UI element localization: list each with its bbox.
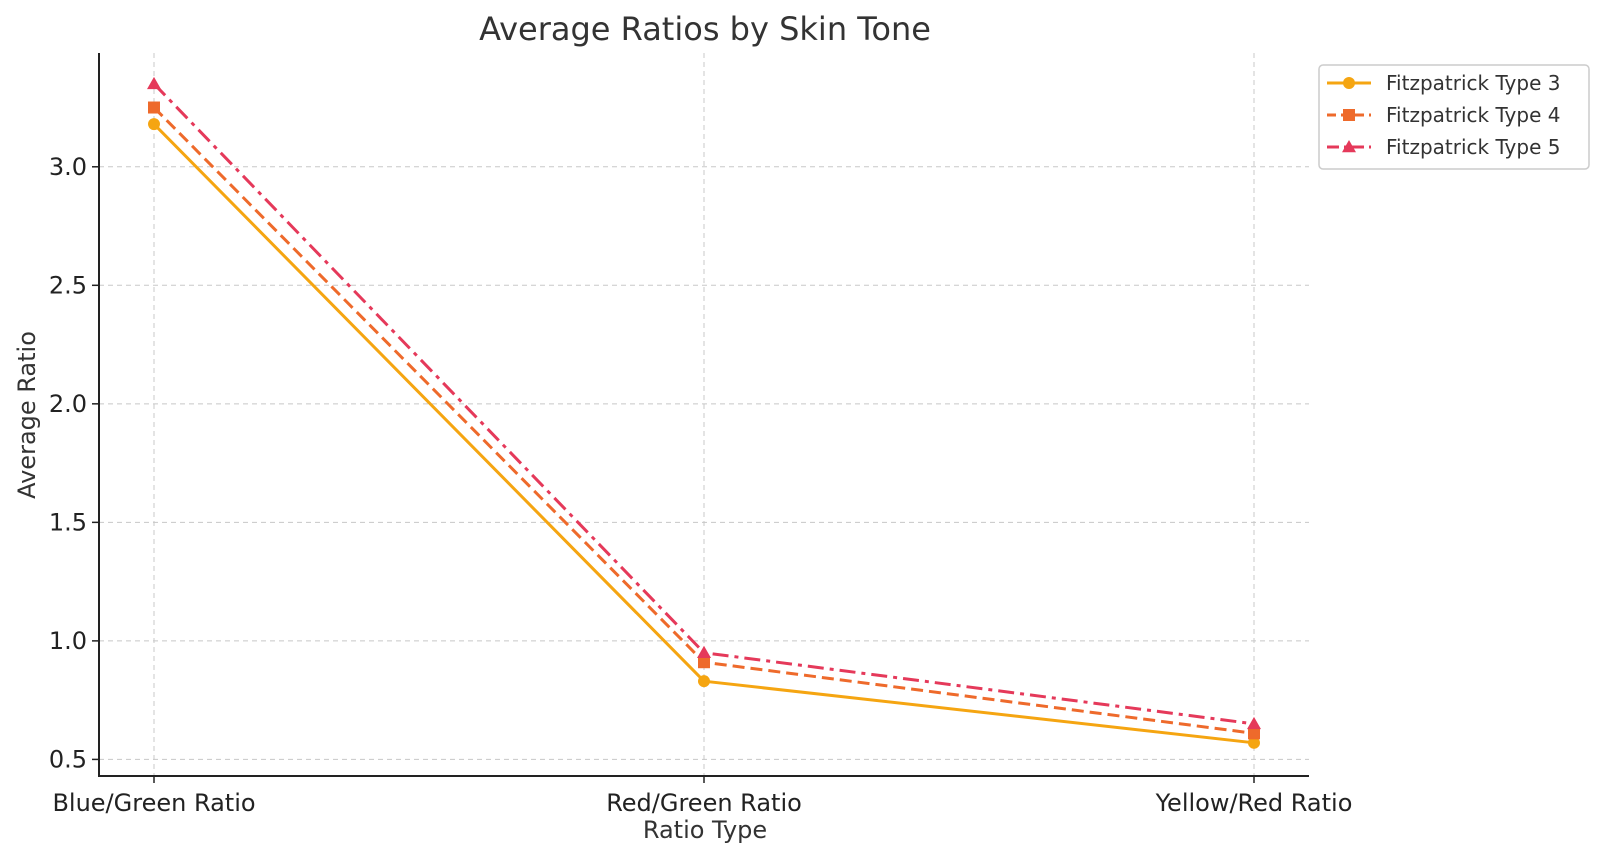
legend: Fitzpatrick Type 3 Fitzpatrick Type 4 Fitz… <box>1318 64 1590 170</box>
data-point <box>698 675 710 688</box>
legend-item: Fitzpatrick Type 5 <box>1327 135 1560 159</box>
legend-item: Fitzpatrick Type 4 <box>1327 103 1560 127</box>
legend-label: Fitzpatrick Type 5 <box>1386 135 1560 159</box>
y-tick-label: 1.0 <box>49 627 87 655</box>
y-tick-label: 0.5 <box>49 745 87 773</box>
x-tick-label: Blue/Green Ratio <box>52 789 255 817</box>
series-3 <box>147 76 1261 730</box>
series-1 <box>148 118 1260 749</box>
x-axis-label: Ratio Type <box>643 816 767 844</box>
legend-marker <box>1343 77 1355 89</box>
series-2 <box>148 101 1260 740</box>
data-point <box>697 645 711 658</box>
legend-marker <box>1342 140 1356 153</box>
data-point <box>148 101 160 114</box>
y-tick-label: 2.0 <box>49 390 87 418</box>
data-point <box>148 118 160 131</box>
data-point <box>698 656 710 669</box>
x-tick-label: Red/Green Ratio <box>606 789 802 817</box>
legend-label: Fitzpatrick Type 3 <box>1386 71 1560 95</box>
series-layer <box>147 76 1261 749</box>
grid-layer <box>99 53 1309 776</box>
chart-title: Average Ratios by Skin Tone <box>479 10 931 48</box>
axes-layer: 0.5 1.0 1.5 2.0 2.5 3.0 Blue/Green Ratio Red/Gr… <box>49 53 1353 817</box>
y-tick-label: 3.0 <box>49 153 87 181</box>
legend-marker <box>1343 109 1355 121</box>
legend-label: Fitzpatrick Type 4 <box>1386 103 1560 127</box>
data-point <box>147 76 161 90</box>
data-point <box>1248 727 1260 740</box>
x-tick-label: Yellow/Red Ratio <box>1155 789 1353 817</box>
legend-item: Fitzpatrick Type 3 <box>1327 71 1560 95</box>
y-axis-label: Average Ratio <box>13 331 41 499</box>
y-tick-label: 2.5 <box>49 271 87 299</box>
y-tick-label: 1.5 <box>49 508 87 536</box>
data-point <box>1247 716 1261 730</box>
legend-box <box>1318 64 1590 170</box>
data-point <box>1248 736 1260 749</box>
